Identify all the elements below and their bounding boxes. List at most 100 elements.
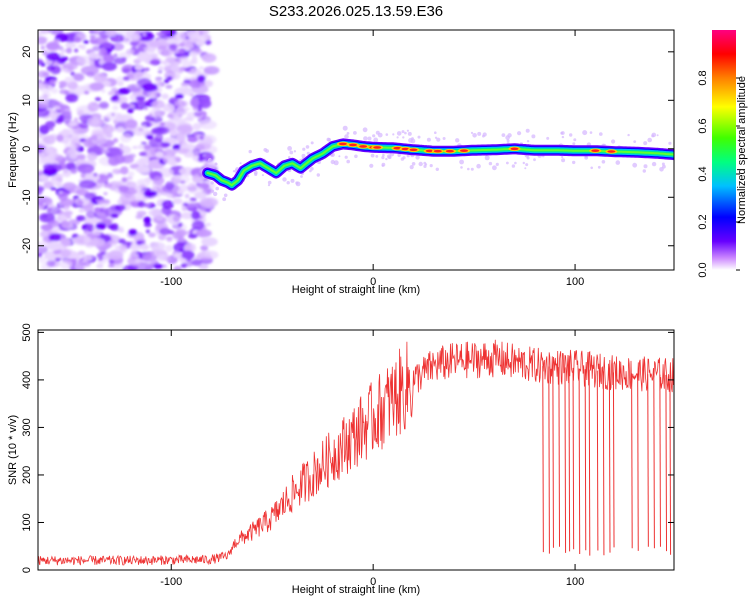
noise-blob xyxy=(170,64,181,73)
noise-blob xyxy=(179,248,183,252)
noise-blob xyxy=(98,49,108,57)
noise-blob xyxy=(39,124,50,135)
snr-dropout xyxy=(588,369,591,556)
noise-blob xyxy=(174,100,189,108)
noise-blob xyxy=(191,220,205,231)
colorbar-label: Normalized spectral amplitude xyxy=(736,76,748,224)
colorbar: 0.0 0.2 0.4 0.6 0.8 Normalized spectral ampl… xyxy=(697,30,748,278)
ridge-halo-dot xyxy=(615,160,621,165)
noise-blob xyxy=(172,198,183,205)
snr-dropout xyxy=(572,367,575,550)
ridge-halo-dot xyxy=(213,191,218,197)
noise-blob xyxy=(186,30,200,39)
noise-blob xyxy=(157,69,163,74)
noise-blob xyxy=(188,233,198,239)
noise-blob xyxy=(135,30,140,34)
noise-blob xyxy=(130,125,149,136)
noise-blob xyxy=(103,192,108,196)
snr-dropout xyxy=(542,366,544,553)
noise-blob xyxy=(192,106,199,111)
snr-dropout xyxy=(653,374,655,549)
noise-blob xyxy=(175,93,184,99)
noise-blob xyxy=(96,263,104,269)
snr-dropout xyxy=(548,366,550,554)
ridge-hotspot-core xyxy=(401,147,410,151)
noise-blob xyxy=(162,48,174,57)
noise-blob xyxy=(184,46,190,51)
ridge-halo-dot xyxy=(482,134,485,138)
noise-blob xyxy=(182,202,189,207)
noise-blob xyxy=(83,39,89,44)
ridge-halo-dot xyxy=(316,173,320,177)
noise-blob xyxy=(161,200,174,210)
noise-blob xyxy=(120,145,131,155)
noise-blob xyxy=(152,176,165,186)
noise-blob xyxy=(204,68,212,75)
noise-blob xyxy=(121,177,128,183)
noise-blob xyxy=(93,172,98,177)
noise-blob xyxy=(39,30,50,35)
ridge-hotspot-core xyxy=(393,146,402,150)
noise-blob xyxy=(111,42,125,51)
ridge-halo-dot xyxy=(386,154,392,159)
noise-blob xyxy=(178,49,185,54)
noise-blob xyxy=(62,110,72,119)
snr-x-label: Height of straight line (km) xyxy=(292,584,420,596)
noise-blob xyxy=(74,48,79,53)
snr-dropout xyxy=(608,372,611,553)
noise-blob xyxy=(145,134,154,140)
noise-blob xyxy=(182,87,193,96)
ridge-halo-dot xyxy=(511,164,516,168)
x-tick-label: -100 xyxy=(160,276,182,288)
noise-blob xyxy=(165,56,177,63)
noise-blob xyxy=(43,179,49,183)
noise-blob xyxy=(126,181,137,189)
noise-blob xyxy=(166,194,173,199)
ridge-halo-dot xyxy=(417,135,421,139)
ridge-halo-dot xyxy=(501,133,506,138)
ridge-hotspot-core xyxy=(373,146,382,149)
noise-blob xyxy=(139,151,147,157)
ridge-halo-dot xyxy=(517,131,522,136)
ridge-halo-dot xyxy=(590,166,593,170)
ridge-halo-dot xyxy=(381,162,386,167)
ridge-halo-dot xyxy=(254,172,258,176)
ridge-halo-dot xyxy=(346,159,351,164)
noise-blob xyxy=(150,94,156,99)
noise-blob xyxy=(78,208,85,213)
y-tick-label: 10 xyxy=(21,94,33,106)
noise-blob xyxy=(117,81,124,87)
ridge-halo-dot xyxy=(301,153,306,158)
noise-blob xyxy=(69,143,77,150)
noise-blob xyxy=(134,258,142,264)
noise-blob xyxy=(136,240,144,245)
ridge-halo-dot xyxy=(526,140,530,143)
x-tick-label: 100 xyxy=(566,276,584,288)
ridge-halo-dot xyxy=(362,127,368,133)
snr-panel: -100 0 100 0 100 200 300 400 500 Height of stra… xyxy=(7,323,675,596)
ridge-halo-dot xyxy=(267,180,272,185)
noise-blob xyxy=(175,31,187,42)
spectrogram-y-label: Frequency (Hz) xyxy=(7,112,19,188)
noise-blob xyxy=(127,108,134,114)
colorbar-tick-label: 0.0 xyxy=(697,262,709,277)
ridge-halo-dot xyxy=(488,161,493,166)
noise-blob xyxy=(49,79,58,85)
ridge-halo-dot xyxy=(436,137,441,142)
noise-blob xyxy=(118,87,131,95)
noise-blob xyxy=(113,53,118,58)
noise-blob xyxy=(65,93,79,103)
snr-dropout xyxy=(558,367,561,547)
noise-blob xyxy=(101,199,111,204)
noise-blob xyxy=(149,40,162,48)
noise-blob xyxy=(205,222,211,227)
noise-blob xyxy=(102,124,114,134)
snr-dropout xyxy=(647,374,649,547)
ridge-hotspot-core xyxy=(445,149,454,153)
noise-blob xyxy=(46,41,61,52)
noise-blob xyxy=(128,229,138,236)
ridge-halo-dot xyxy=(627,133,630,137)
noise-blob xyxy=(65,42,77,49)
snr-dropout xyxy=(584,369,587,551)
